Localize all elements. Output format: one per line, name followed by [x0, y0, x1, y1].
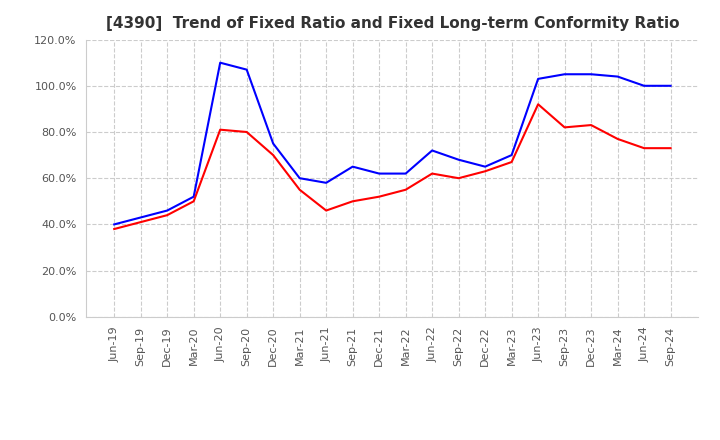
Fixed Long-term Conformity Ratio: [428, 171, 436, 176]
Fixed Ratio: [640, 83, 649, 88]
Fixed Long-term Conformity Ratio: [508, 159, 516, 165]
Fixed Ratio: [243, 67, 251, 72]
Fixed Ratio: [136, 215, 145, 220]
Line: Fixed Ratio: Fixed Ratio: [114, 62, 670, 224]
Fixed Ratio: [401, 171, 410, 176]
Fixed Ratio: [375, 171, 384, 176]
Fixed Long-term Conformity Ratio: [666, 146, 675, 151]
Fixed Long-term Conformity Ratio: [401, 187, 410, 192]
Fixed Ratio: [322, 180, 330, 185]
Fixed Long-term Conformity Ratio: [348, 198, 357, 204]
Fixed Ratio: [163, 208, 171, 213]
Fixed Ratio: [560, 72, 569, 77]
Fixed Ratio: [534, 76, 542, 81]
Line: Fixed Long-term Conformity Ratio: Fixed Long-term Conformity Ratio: [114, 104, 670, 229]
Fixed Long-term Conformity Ratio: [243, 129, 251, 135]
Fixed Long-term Conformity Ratio: [163, 213, 171, 218]
Fixed Long-term Conformity Ratio: [481, 169, 490, 174]
Fixed Ratio: [295, 176, 304, 181]
Fixed Long-term Conformity Ratio: [454, 176, 463, 181]
Fixed Ratio: [666, 83, 675, 88]
Fixed Long-term Conformity Ratio: [322, 208, 330, 213]
Fixed Ratio: [269, 141, 277, 146]
Fixed Ratio: [587, 72, 595, 77]
Fixed Long-term Conformity Ratio: [295, 187, 304, 192]
Fixed Ratio: [508, 152, 516, 158]
Title: [4390]  Trend of Fixed Ratio and Fixed Long-term Conformity Ratio: [4390] Trend of Fixed Ratio and Fixed Lo…: [106, 16, 679, 32]
Fixed Long-term Conformity Ratio: [375, 194, 384, 199]
Fixed Long-term Conformity Ratio: [136, 220, 145, 225]
Fixed Long-term Conformity Ratio: [587, 122, 595, 128]
Fixed Long-term Conformity Ratio: [560, 125, 569, 130]
Fixed Ratio: [189, 194, 198, 199]
Fixed Long-term Conformity Ratio: [216, 127, 225, 132]
Fixed Ratio: [348, 164, 357, 169]
Fixed Long-term Conformity Ratio: [189, 198, 198, 204]
Fixed Long-term Conformity Ratio: [269, 152, 277, 158]
Fixed Long-term Conformity Ratio: [534, 102, 542, 107]
Fixed Long-term Conformity Ratio: [640, 146, 649, 151]
Fixed Long-term Conformity Ratio: [110, 226, 119, 231]
Fixed Ratio: [454, 157, 463, 162]
Fixed Ratio: [613, 74, 622, 79]
Fixed Ratio: [216, 60, 225, 65]
Fixed Ratio: [428, 148, 436, 153]
Fixed Ratio: [481, 164, 490, 169]
Fixed Ratio: [110, 222, 119, 227]
Fixed Long-term Conformity Ratio: [613, 136, 622, 142]
